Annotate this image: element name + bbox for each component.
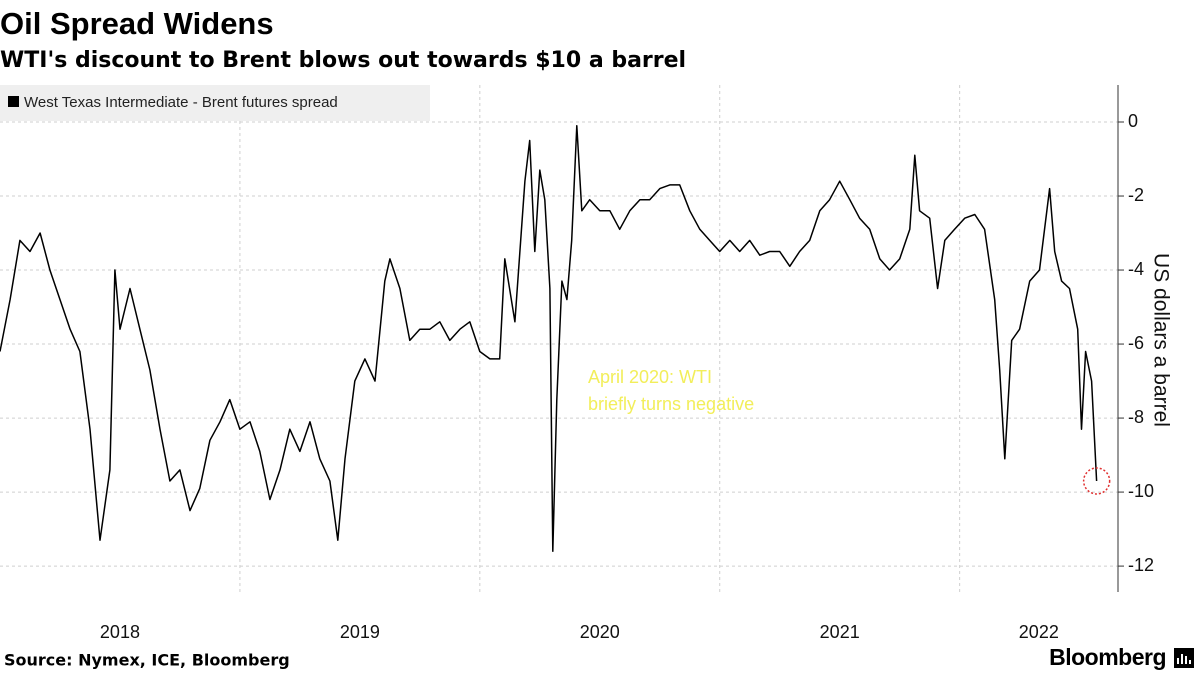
y-tick-label: -8 [1128, 407, 1144, 427]
y-tick-label: -2 [1128, 185, 1144, 205]
x-tick-label: 2022 [1019, 622, 1059, 642]
highlight-circle [1082, 467, 1111, 495]
chart-subtitle: WTI's discount to Brent blows out toward… [0, 48, 686, 73]
annotation: April 2020: WTI [588, 367, 712, 387]
y-axis-label: US dollars a barrel [1149, 253, 1172, 427]
brand: Bloomberg [1049, 644, 1166, 670]
legend-swatch [8, 96, 19, 107]
y-tick-label: -10 [1128, 481, 1154, 501]
source: Source: Nymex, ICE, Bloomberg [4, 651, 290, 670]
y-tick-label: -4 [1128, 259, 1144, 279]
annotation: briefly turns negative [588, 394, 754, 414]
legend-box [0, 85, 430, 121]
chart-title: Oil Spread Widens [0, 6, 274, 41]
y-tick-label: -12 [1128, 555, 1154, 575]
y-tick-label: -6 [1128, 333, 1144, 353]
x-tick-label: 2020 [580, 622, 620, 642]
x-tick-label: 2021 [820, 622, 860, 642]
brand-icon-bars [1177, 654, 1191, 664]
legend: West Texas Intermediate - Brent futures … [0, 85, 430, 121]
series-line [0, 124, 1098, 553]
x-tick-label: 2018 [100, 622, 140, 642]
y-tick-label: 0 [1128, 111, 1138, 131]
legend-label: West Texas Intermediate - Brent futures … [24, 94, 338, 111]
x-tick-label: 2019 [340, 622, 380, 642]
